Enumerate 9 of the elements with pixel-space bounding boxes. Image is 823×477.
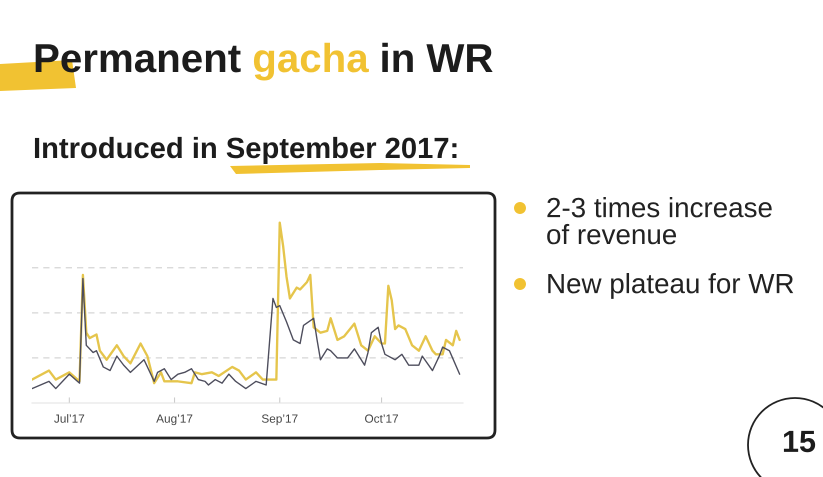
text: 15 <box>784 430 816 452</box>
x-tick-label: Oct’17 <box>365 414 398 423</box>
chart-title: Permanent gacha in WR <box>36 42 493 81</box>
text: 2-3 times increase of revenue <box>547 197 772 244</box>
x-tick-label: Sep’17 <box>262 414 298 426</box>
text: New plateau for WR <box>548 273 794 299</box>
chart-subtitle: Introduced in September 2017: <box>34 136 456 164</box>
x-tick-label: Aug’17 <box>156 414 192 426</box>
x-tick-label: Jul’17 <box>54 414 84 423</box>
